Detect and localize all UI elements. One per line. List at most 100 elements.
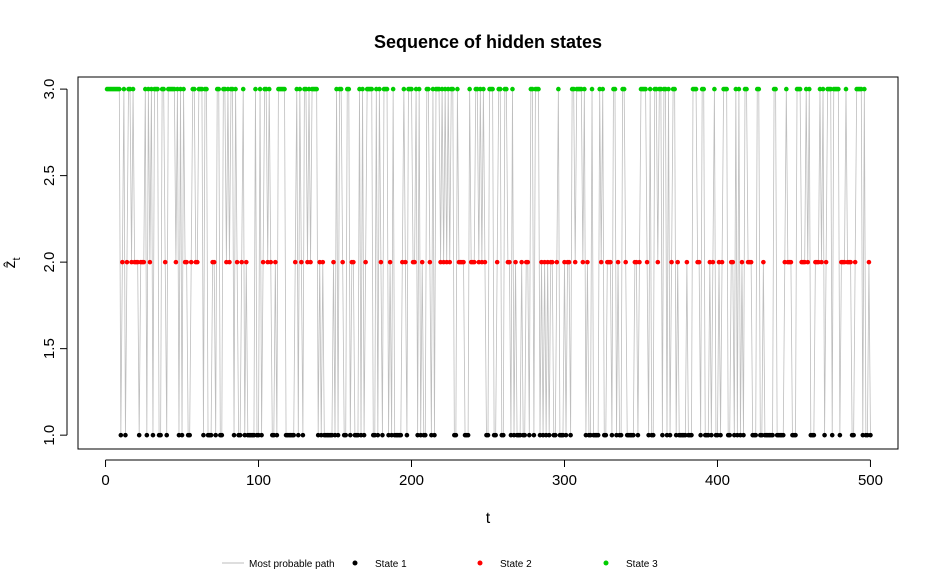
state-1-point [187,432,192,438]
state-1-point [851,432,856,438]
state-3-point [204,86,209,92]
path-line [107,88,871,436]
state-2-point [471,259,477,265]
state-3-point [450,86,456,92]
y-tick-label: 1.0 [41,425,58,446]
state-1-point [709,432,714,438]
state-2-point [195,259,200,265]
state-3-point [130,86,136,92]
plot-frame [77,76,899,450]
state-2-point [162,259,168,265]
state-3-point [672,86,677,92]
state-2-point [608,259,613,265]
state-3-point [481,86,486,92]
state-1-point [667,432,673,438]
state-2-point [710,259,716,265]
state-1-point [343,432,349,438]
state-1-point [568,432,573,438]
state-3-point [253,86,258,92]
state-1-point [603,432,609,438]
state-2-point [644,259,650,265]
state-2-point [554,259,560,265]
state-2-point [566,259,572,265]
state-2-point [669,259,674,265]
state-1-point [150,432,156,438]
state-2-point [598,259,604,265]
state-1-point [493,432,498,438]
state-2-point [761,259,766,265]
state-3-point [666,86,671,92]
state-1-point [650,432,656,438]
svg-text:ẑt: ẑt [2,257,23,268]
state-2-point [805,259,811,265]
state-1-point [179,432,185,438]
legend-point-swatch [477,560,483,566]
state-2-point [848,259,853,265]
state-1-point [780,432,786,438]
state-2-point [227,259,232,265]
legend-item: State 2 [477,559,532,570]
state-3-point [338,86,344,92]
state-2-point [655,259,661,265]
state-1-point [237,432,243,438]
state-2-point [730,259,736,265]
state-2-point [124,259,130,265]
state-1-point [213,432,218,438]
state-2-point [184,259,189,265]
state-2-point [308,259,313,265]
state-1-point [793,432,798,438]
state-1-point [829,432,835,438]
state-1-point [432,432,437,438]
legend-point-swatch [352,560,358,566]
y-axis-label-main: ẑ [2,261,19,269]
state-1-point [291,432,297,438]
state-1-point [546,432,552,438]
state-1-point [136,432,142,438]
state-2-point [141,259,147,265]
state-1-point [453,432,459,438]
state-2-point [243,259,249,265]
state-3-point [191,86,197,92]
state-2-point [461,259,466,265]
state-2-point [482,259,488,265]
state-2-point [387,259,393,265]
x-tick-label: 400 [705,472,730,489]
state-1-point [563,432,569,438]
state-3-point [497,86,503,92]
state-3-point [612,86,618,92]
state-3-point [582,86,587,92]
state-3-point [556,86,561,92]
state-3-point [390,86,396,92]
state-1-point [375,432,381,438]
state-3-point [510,86,515,92]
state-1-point [296,432,301,438]
state-3-point [161,86,166,92]
state-1-point [595,432,601,438]
state-1-point [689,432,694,438]
state-3-point [756,86,762,92]
state-1-point [219,432,225,438]
state-3-point [712,86,717,92]
state-3-point [784,86,789,92]
state-3-point [820,86,826,92]
state-2-point [273,259,278,265]
state-3-point [862,86,867,92]
state-2-point [739,259,745,265]
state-2-point [494,259,500,265]
state-3-point [504,86,509,92]
state-3-point [736,86,742,92]
y-axis-label: ẑt [2,257,23,268]
state-3-point [600,86,606,92]
state-2-point [403,259,408,265]
state-2-point [585,259,590,265]
state-2-point [412,259,417,265]
state-1-point [404,432,410,438]
state-1-point [501,432,506,438]
state-3-point [181,86,186,92]
state-1-point [609,432,615,438]
state-3-point [647,86,653,92]
x-tick-label: 200 [399,472,424,489]
state-1-point [380,432,385,438]
state-1-point [118,432,124,438]
